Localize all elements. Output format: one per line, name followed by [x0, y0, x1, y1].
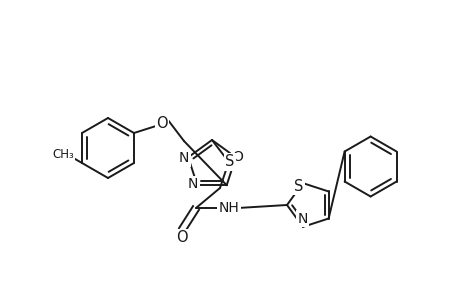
- Text: NH: NH: [218, 201, 239, 215]
- Text: CH₃: CH₃: [52, 148, 74, 160]
- Text: N: N: [188, 177, 198, 191]
- Text: N: N: [297, 212, 308, 226]
- Text: O: O: [176, 230, 187, 245]
- Text: O: O: [156, 116, 168, 130]
- Text: S: S: [225, 154, 234, 169]
- Text: O: O: [232, 150, 243, 164]
- Text: S: S: [294, 178, 303, 194]
- Text: N: N: [179, 151, 189, 165]
